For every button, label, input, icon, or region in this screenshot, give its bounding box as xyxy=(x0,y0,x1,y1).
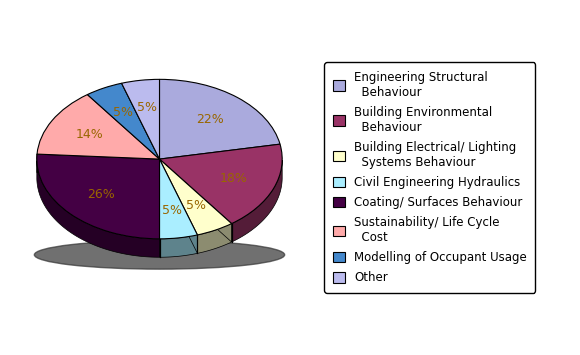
Polygon shape xyxy=(160,159,231,242)
Polygon shape xyxy=(197,224,231,253)
Polygon shape xyxy=(160,235,197,257)
Text: 5%: 5% xyxy=(186,199,206,212)
Polygon shape xyxy=(160,159,231,242)
Wedge shape xyxy=(160,144,282,224)
Text: 5%: 5% xyxy=(162,204,182,217)
Polygon shape xyxy=(160,159,197,253)
Text: 18%: 18% xyxy=(220,172,248,185)
Wedge shape xyxy=(160,159,231,235)
Ellipse shape xyxy=(34,240,285,269)
Wedge shape xyxy=(122,80,160,159)
Text: 14%: 14% xyxy=(76,128,103,141)
Text: 5%: 5% xyxy=(137,102,157,114)
Wedge shape xyxy=(160,159,197,239)
Polygon shape xyxy=(37,154,160,178)
Wedge shape xyxy=(37,94,160,159)
Wedge shape xyxy=(160,80,280,159)
Polygon shape xyxy=(37,161,160,257)
Polygon shape xyxy=(231,160,282,242)
Polygon shape xyxy=(160,159,197,253)
Polygon shape xyxy=(37,154,160,178)
Text: 22%: 22% xyxy=(197,113,224,126)
Legend: Engineering Structural
  Behaviour, Building Environmental
  Behaviour, Building: Engineering Structural Behaviour, Buildi… xyxy=(324,62,535,293)
Wedge shape xyxy=(37,154,160,239)
Text: 26%: 26% xyxy=(88,188,115,201)
Text: 5%: 5% xyxy=(113,106,133,119)
Wedge shape xyxy=(88,83,160,159)
